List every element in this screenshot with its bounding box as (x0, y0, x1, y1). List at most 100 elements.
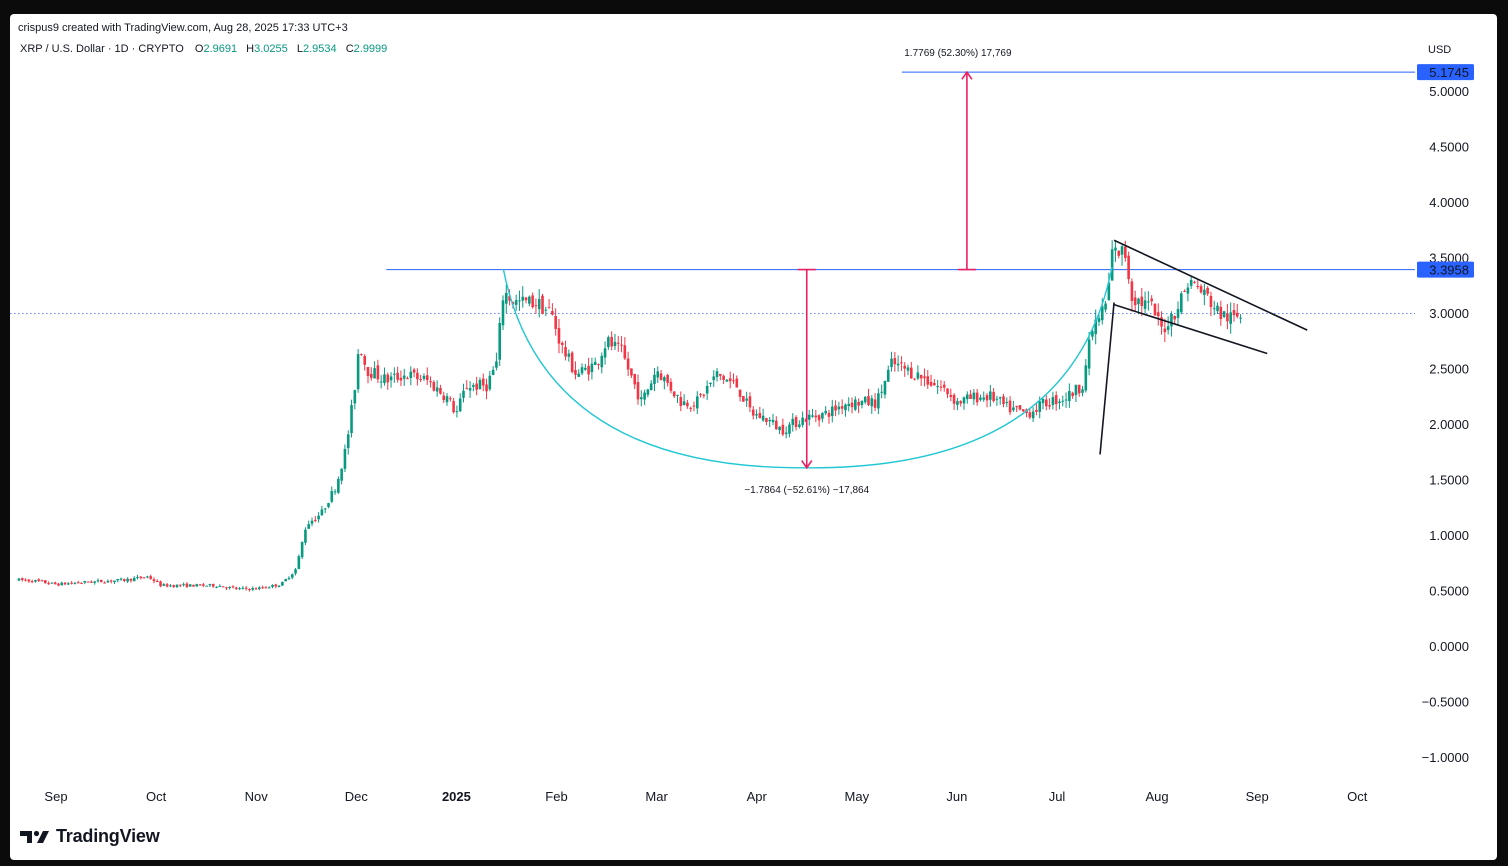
candle-body (1045, 399, 1048, 407)
candle-body (1074, 384, 1078, 396)
candle-body (528, 296, 531, 304)
candle-body (83, 581, 87, 583)
candle-body (449, 398, 452, 400)
tradingview-logo[interactable]: TradingView (20, 826, 160, 847)
candle-body (346, 434, 350, 449)
candle-body (524, 297, 528, 301)
candle-body (732, 380, 735, 382)
ohlc-open-value: 2.9691 (203, 43, 238, 55)
x-tick-label: Aug (1146, 789, 1169, 804)
candle-body (185, 583, 189, 587)
attribution: crispus9 created with TradingView.com, A… (18, 22, 348, 34)
price-chart[interactable]: 5.00004.50004.00003.50003.00002.50002.00… (10, 14, 1497, 860)
candle-body (761, 415, 765, 421)
candle-body (452, 401, 455, 413)
candle-body (633, 374, 637, 385)
candle-body (330, 491, 334, 502)
candle-body (593, 361, 597, 366)
candle-body (577, 373, 581, 377)
candle-body (241, 587, 245, 589)
candle-body (620, 344, 623, 346)
candle-body (854, 399, 857, 410)
candle-body (1104, 303, 1107, 310)
candle-body (320, 509, 324, 516)
candle-body (162, 584, 166, 586)
candle-body (521, 296, 525, 301)
price-label-resistance (1417, 261, 1474, 278)
candle-body (936, 386, 939, 388)
candle-body (152, 579, 156, 582)
candle-body (350, 405, 353, 434)
candle-body (1097, 318, 1101, 322)
candle-body (455, 411, 459, 413)
candle-body (225, 587, 228, 589)
candle-body (1031, 411, 1035, 419)
tradingview-logo-text: TradingView (56, 826, 160, 846)
price-label-target (1417, 64, 1474, 81)
candle-body (890, 358, 893, 368)
candle-body (952, 394, 956, 404)
candle-body (73, 582, 77, 584)
y-tick-label: 4.0000 (1429, 195, 1469, 210)
candle-body (198, 584, 202, 586)
candle-body (106, 580, 110, 583)
candle-body (903, 365, 907, 369)
candle-body (531, 295, 534, 308)
candle-body (340, 468, 343, 481)
candle-body (1114, 247, 1117, 251)
candle-body (913, 378, 916, 380)
candle-body (923, 376, 926, 379)
candle-body (172, 585, 176, 587)
y-tick-label: −1.0000 (1422, 750, 1469, 765)
candle-body (103, 582, 106, 584)
candle-body (735, 378, 739, 388)
candle-body (439, 387, 442, 394)
candle-body (995, 398, 999, 400)
candle-body (412, 369, 416, 373)
chart-frame: 5.0000 4.5000 4.0000 3.5000 3.0000 2.5000 2.00… (10, 14, 1497, 860)
candle-body (824, 410, 827, 414)
flag-upper-trendline (1113, 239, 1308, 331)
candle-body (758, 413, 762, 419)
candle-body (188, 584, 192, 587)
candle-body (880, 391, 883, 393)
candle-body (478, 379, 482, 390)
candle-body (751, 409, 755, 416)
candle-body (472, 385, 475, 387)
candle-body (136, 576, 139, 578)
candle-body (1110, 249, 1114, 281)
candle-body (719, 373, 722, 376)
candle-body (290, 574, 294, 578)
candle-body (458, 398, 462, 412)
candle-body (863, 396, 867, 403)
candle-body (919, 374, 923, 379)
candle-body (422, 375, 426, 379)
candle-body (1137, 298, 1140, 305)
candle-body (850, 402, 854, 408)
candle-body (722, 375, 725, 380)
candle-body (547, 307, 551, 309)
candle-body (300, 542, 304, 558)
price-label-resistance-text: 3.3958 (1429, 263, 1469, 278)
candle-body (965, 394, 969, 400)
candle-body (1127, 255, 1130, 280)
candle-body (666, 375, 669, 383)
candle-body (139, 576, 143, 578)
candle-body (132, 578, 136, 582)
x-tick-label: Jul (1049, 789, 1066, 804)
candle-body (607, 337, 610, 348)
candle-body (603, 348, 607, 358)
currency-label: USD (1428, 44, 1452, 56)
candle-body (580, 367, 584, 374)
candle-body (314, 519, 317, 521)
candle-body (811, 415, 814, 417)
candle-body (86, 581, 90, 583)
candle-body (126, 578, 129, 582)
candle-body (481, 378, 485, 386)
measure-up-label: 1.7769 (52.30%) 17,769 (904, 48, 1012, 59)
candles-group (17, 240, 1242, 592)
candle-body (692, 405, 696, 407)
candle-body (1183, 291, 1186, 293)
candle-body (373, 368, 376, 379)
candle-body (883, 380, 887, 395)
